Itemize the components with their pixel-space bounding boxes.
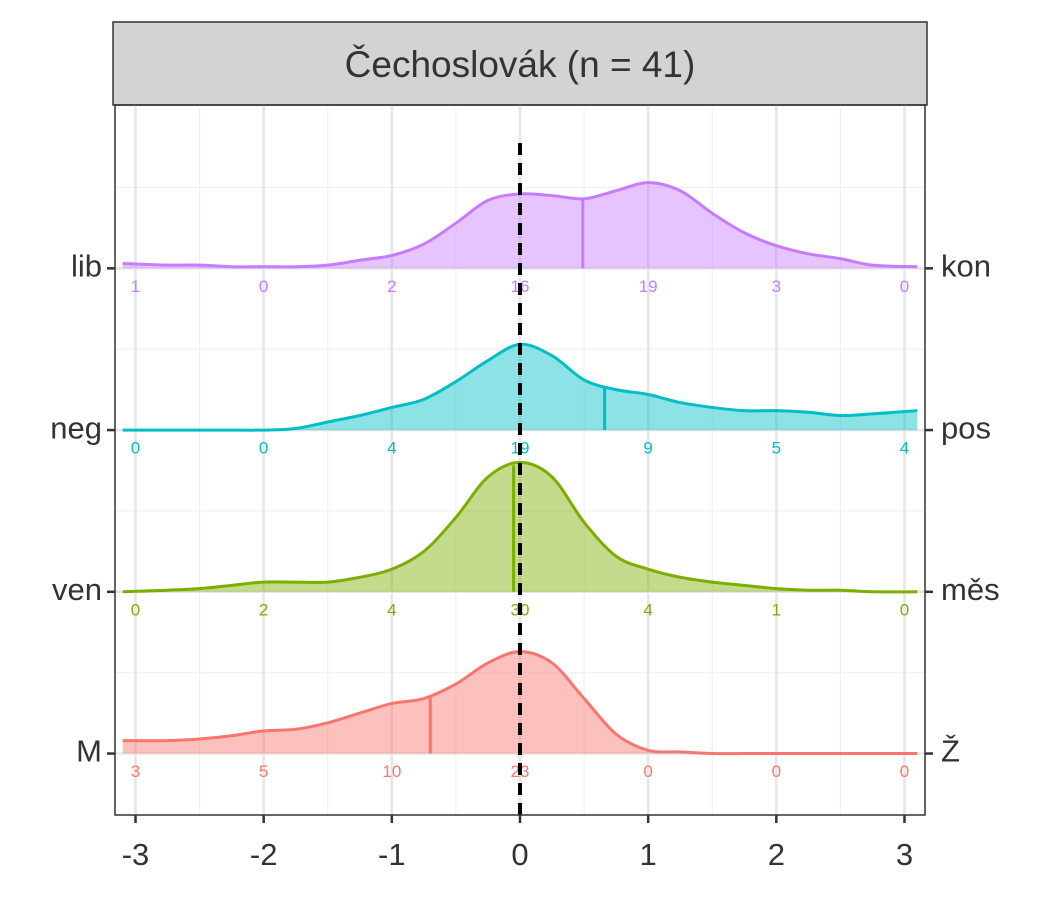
strip [112, 21, 928, 106]
count-label: 10 [382, 762, 401, 781]
count-label: 2 [387, 277, 396, 296]
y2-tick-label: pos [941, 410, 991, 445]
count-label: 0 [900, 600, 909, 619]
y2-tick-label: měs [941, 572, 1000, 607]
x-tick-label: 3 [896, 837, 913, 872]
x-tick-label: -3 [122, 837, 150, 872]
x-tick-label: -2 [250, 837, 278, 872]
count-label: 5 [772, 439, 781, 458]
count-label: 0 [643, 762, 652, 781]
count-label: 0 [131, 600, 140, 619]
count-label: 19 [639, 277, 658, 296]
count-label: 0 [259, 439, 268, 458]
count-label: 3 [131, 762, 140, 781]
plot: 1021619300041995402430410351023000 [115, 105, 925, 815]
count-label: 0 [259, 277, 268, 296]
count-label: 0 [131, 439, 140, 458]
density-area [122, 651, 918, 754]
count-label: 1 [772, 600, 781, 619]
y-tick-label: lib [71, 249, 102, 284]
count-label: 3 [772, 277, 781, 296]
y-tick-label: ven [52, 572, 102, 607]
count-label: 4 [387, 600, 396, 619]
y2-tick-label: Ž [941, 734, 960, 769]
y-tick-label: neg [50, 410, 102, 445]
y-tick-label: M [76, 734, 102, 769]
count-label: 0 [772, 762, 781, 781]
x-tick-label: 0 [511, 837, 528, 872]
count-label: 4 [900, 439, 909, 458]
count-label: 4 [387, 439, 396, 458]
density-line [122, 460, 918, 594]
x-tick-label: -1 [378, 837, 406, 872]
x-tick-label: 2 [768, 837, 785, 872]
count-label: 1 [131, 277, 140, 296]
count-label: 2 [259, 600, 268, 619]
x-tick-label: 1 [640, 837, 657, 872]
count-label: 9 [643, 439, 652, 458]
count-label: 0 [900, 762, 909, 781]
count-label: 0 [900, 277, 909, 296]
count-label: 4 [643, 600, 652, 619]
chart-title: Čechoslovák (n = 41) [345, 44, 696, 85]
count-label: 5 [259, 762, 268, 781]
y2-tick-label: kon [941, 249, 991, 284]
